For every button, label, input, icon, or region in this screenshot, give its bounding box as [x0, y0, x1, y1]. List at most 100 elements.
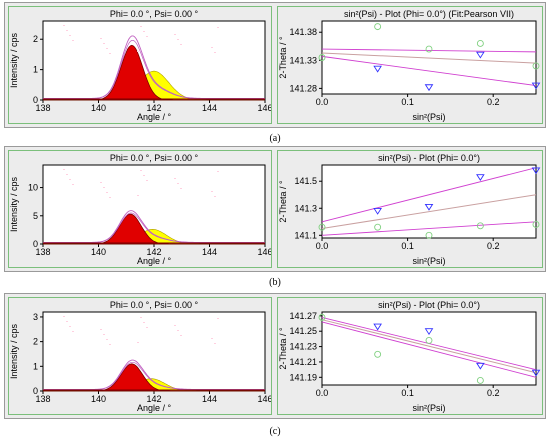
y-tick-label: 141.3 [294, 203, 317, 213]
y-tick-label: 5 [33, 211, 38, 221]
noise-dot [109, 53, 111, 54]
y-tick-label: 1 [33, 65, 38, 75]
circle-marker [476, 376, 484, 384]
noise-dot [174, 34, 176, 35]
x-tick-label: 0.0 [316, 241, 329, 251]
noise-dot [66, 321, 68, 322]
circle-marker [318, 54, 326, 61]
y-axis-label: 2-Theta / ° [278, 36, 288, 79]
noise-dot [63, 316, 65, 317]
y-axis-label: 2-Theta / ° [278, 327, 288, 370]
circle-marker [425, 45, 433, 53]
y-tick-label: 141.25 [289, 326, 317, 336]
regression-line [321, 319, 537, 374]
noise-dot [174, 325, 176, 326]
noise-dot [211, 338, 213, 339]
noise-dot [103, 334, 105, 335]
intensity-chart-a: Phi= 0.0 °, Psi= 0.00 ° Angle / ° Intensit… [9, 9, 273, 122]
noise-dot [177, 39, 179, 40]
y-tick-label: 10 [28, 183, 38, 193]
caption-a: (a) [269, 133, 281, 144]
triangle-marker [373, 65, 382, 73]
plot-area [321, 20, 537, 95]
chart-title: sin²(Psi) - Plot (Phi= 0.0°) [378, 300, 480, 310]
sin2psi-chart-a: sin²(Psi) - Plot (Phi= 0.0°) (Fit:Pearso… [278, 9, 541, 122]
x-tick-label: 142 [146, 394, 161, 404]
x-tick-label: 0.1 [401, 388, 414, 398]
noise-dot [69, 179, 71, 180]
noise-dot [72, 331, 74, 332]
y-tick-label: 2 [33, 337, 38, 347]
noise-dot [174, 178, 176, 179]
circle-marker [532, 221, 540, 228]
regression-line [321, 194, 537, 230]
sin2psi-plot-c: sin²(Psi) - Plot (Phi= 0.0°) sin²(Psi) 2-T… [277, 297, 543, 415]
triangle-marker [531, 82, 541, 90]
circle-marker [476, 222, 484, 230]
y-tick-label: 0 [33, 386, 38, 396]
x-tick-label: 0.0 [316, 97, 329, 107]
x-tick-label: 140 [91, 103, 106, 113]
x-tick-label: 138 [35, 247, 50, 257]
sin2psi-plot-a: sin²(Psi) - Plot (Phi= 0.0°) (Fit:Pearso… [277, 6, 543, 124]
confidence-band-lower [321, 321, 537, 378]
sin2psi-chart-c: sin²(Psi) - Plot (Phi= 0.0°) sin²(Psi) 2-T… [278, 300, 541, 413]
x-tick-label: 144 [202, 103, 217, 113]
intensity-plot-a: Phi= 0.0 °, Psi= 0.00 ° Angle / ° Intensit… [8, 6, 273, 124]
noise-dot [69, 35, 71, 36]
x-tick-label: 0.2 [487, 388, 500, 398]
triangle-marker [476, 174, 485, 182]
y-tick-label: 141.23 [289, 342, 317, 352]
y-axis-label: 2-Theta / ° [278, 180, 288, 223]
x-tick-label: 0.2 [487, 241, 500, 251]
circle-marker [318, 313, 326, 321]
x-tick-label: 142 [146, 247, 161, 257]
noise-dot [180, 44, 182, 45]
x-tick-label: 0.1 [401, 97, 414, 107]
y-tick-label: 141.21 [289, 357, 317, 367]
x-tick-label: 138 [35, 394, 50, 404]
noise-dot [180, 335, 182, 336]
x-tick-label: 144 [202, 394, 217, 404]
plot-area [321, 311, 537, 386]
noise-dot [140, 26, 142, 27]
y-tick-label: 141.1 [294, 230, 317, 240]
circle-marker [374, 350, 382, 358]
figure-panel-a: Phi= 0.0 °, Psi= 0.00 ° Angle / ° Intensit… [4, 2, 546, 128]
noise-dot [217, 171, 219, 172]
circle-marker [374, 223, 382, 231]
noise-dot [106, 339, 108, 340]
noise-dot [69, 326, 71, 327]
peak-1-area [43, 213, 265, 245]
noise-dot [146, 180, 148, 181]
noise-dot [63, 25, 65, 26]
triangle-marker [531, 167, 541, 175]
intensity-chart-b: Phi= 0.0 °, Psi= 0.00 ° Angle / ° Intensit… [9, 153, 273, 266]
confidence-band-lower [321, 55, 537, 87]
y-tick-label: 0 [33, 95, 38, 105]
peak-1-area [43, 363, 265, 392]
noise-dot [214, 52, 216, 53]
triangle-marker [424, 84, 434, 92]
noise-dot [72, 40, 74, 41]
x-axis-label: Angle / ° [137, 112, 172, 122]
x-tick-label: 140 [91, 247, 106, 257]
y-tick-label: 1 [33, 361, 38, 371]
triangle-marker [424, 328, 434, 336]
noise-dot [66, 30, 68, 31]
noise-dot [143, 31, 145, 32]
figure-panel-b: Phi= 0.0 °, Psi= 0.00 ° Angle / ° Intensit… [4, 146, 546, 272]
noise-dot [66, 174, 68, 175]
circle-marker [532, 62, 540, 70]
noise-dot [137, 195, 139, 196]
triangle-marker [424, 203, 434, 211]
regression-line [321, 52, 537, 64]
x-tick-label: 146 [257, 394, 271, 404]
confidence-band-upper [321, 167, 537, 223]
triangle-marker [476, 362, 485, 370]
confidence-band-upper [321, 48, 537, 53]
noise-dot [72, 184, 74, 185]
caption-b: (b) [269, 277, 281, 288]
x-tick-label: 146 [257, 247, 271, 257]
triangle-marker [476, 51, 485, 59]
